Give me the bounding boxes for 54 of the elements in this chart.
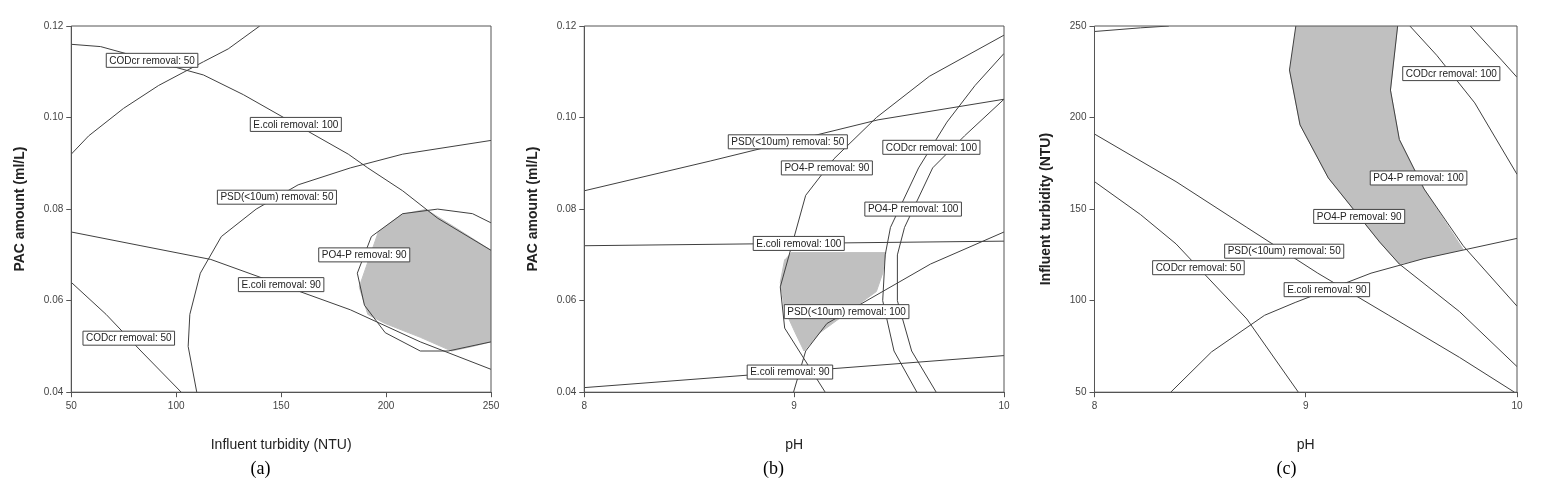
y-tick-label: 0.10: [43, 111, 64, 123]
annotation: E.coli removal: 100: [253, 118, 339, 130]
annotation: E.coli removal: 90: [750, 366, 831, 378]
x-tick-label: 8: [581, 399, 588, 411]
annotation: E.coli removal: 90: [241, 278, 322, 290]
y-tick-label: 0.06: [43, 294, 64, 306]
y-tick-label: 150: [1069, 202, 1087, 214]
y-tick-label: 250: [1069, 19, 1087, 31]
annotation: PO4-P removal: 100: [1373, 172, 1465, 184]
x-tick-label: 250: [482, 399, 500, 411]
annotation: PSD(<10um) removal: 50: [220, 191, 334, 203]
x-tick-label: 9: [1302, 399, 1309, 411]
y-tick-label: 0.04: [556, 385, 577, 397]
x-tick-label: 9: [791, 399, 798, 411]
x-axis-title: Influent turbidity (NTU): [210, 436, 352, 453]
x-tick-label: 100: [167, 399, 185, 411]
y-tick-label: 0.06: [556, 294, 577, 306]
y-axis-title: PAC amount (ml/L): [11, 146, 28, 272]
text: (a): [249, 458, 272, 479]
annotation: CODcr removal: 100: [1405, 67, 1498, 79]
annotation: PO4-P removal: 90: [1316, 210, 1403, 222]
y-tick-label: 0.10: [556, 111, 577, 123]
annotation: PSD(<10um) removal: 100: [787, 305, 907, 317]
text: (c): [1275, 458, 1298, 479]
annotation: E.coli removal: 90: [1287, 283, 1368, 295]
annotation: CODcr removal: 50: [1155, 261, 1242, 273]
y-tick-label: 200: [1069, 111, 1087, 123]
y-tick-label: 100: [1069, 294, 1087, 306]
y-tick-label: 0.04: [43, 385, 64, 397]
annotation: CODcr removal: 50: [109, 54, 196, 66]
x-tick-label: 10: [998, 399, 1010, 411]
annotation: CODcr removal: 100: [885, 141, 978, 153]
annotation: PSD(<10um) removal: 50: [1227, 245, 1342, 257]
annotation: CODcr removal: 50: [85, 332, 172, 344]
y-axis-title: Influent turbidity (NTU): [1037, 132, 1054, 286]
annotation: PO4-P removal: 100: [867, 203, 959, 215]
x-tick-label: 200: [377, 399, 395, 411]
y-tick-label: 50: [1075, 385, 1087, 397]
x-tick-label: 150: [272, 399, 290, 411]
x-tick-label: 10: [1511, 399, 1523, 411]
text: (b): [762, 458, 785, 479]
x-tick-label: 50: [65, 399, 78, 411]
annotation: PO4-P removal: 90: [321, 249, 408, 261]
y-axis-title: PAC amount (ml/L): [524, 146, 541, 272]
x-axis-title: pH: [785, 436, 804, 453]
annotation: PO4-P removal: 90: [784, 162, 870, 174]
y-tick-label: 0.12: [43, 19, 64, 31]
x-axis-title: pH: [1296, 436, 1315, 453]
y-tick-label: 0.08: [556, 202, 577, 214]
annotation: E.coli removal: 100: [756, 237, 842, 249]
x-tick-label: 8: [1091, 399, 1098, 411]
y-tick-label: 0.08: [43, 202, 64, 214]
annotation: PSD(<10um) removal: 50: [731, 136, 845, 148]
y-tick-label: 0.12: [556, 19, 577, 31]
